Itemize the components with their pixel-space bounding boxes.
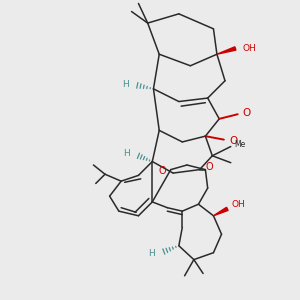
Text: Me: Me <box>234 140 246 149</box>
Text: O: O <box>159 166 166 176</box>
Polygon shape <box>214 207 228 216</box>
Text: O: O <box>205 162 213 172</box>
Text: H: H <box>122 80 129 89</box>
Text: OH: OH <box>232 200 246 209</box>
Polygon shape <box>217 47 236 54</box>
Text: OH: OH <box>242 44 256 53</box>
Text: O: O <box>243 108 251 118</box>
Text: H: H <box>124 149 130 158</box>
Text: H: H <box>148 249 154 258</box>
Text: O: O <box>229 136 237 146</box>
